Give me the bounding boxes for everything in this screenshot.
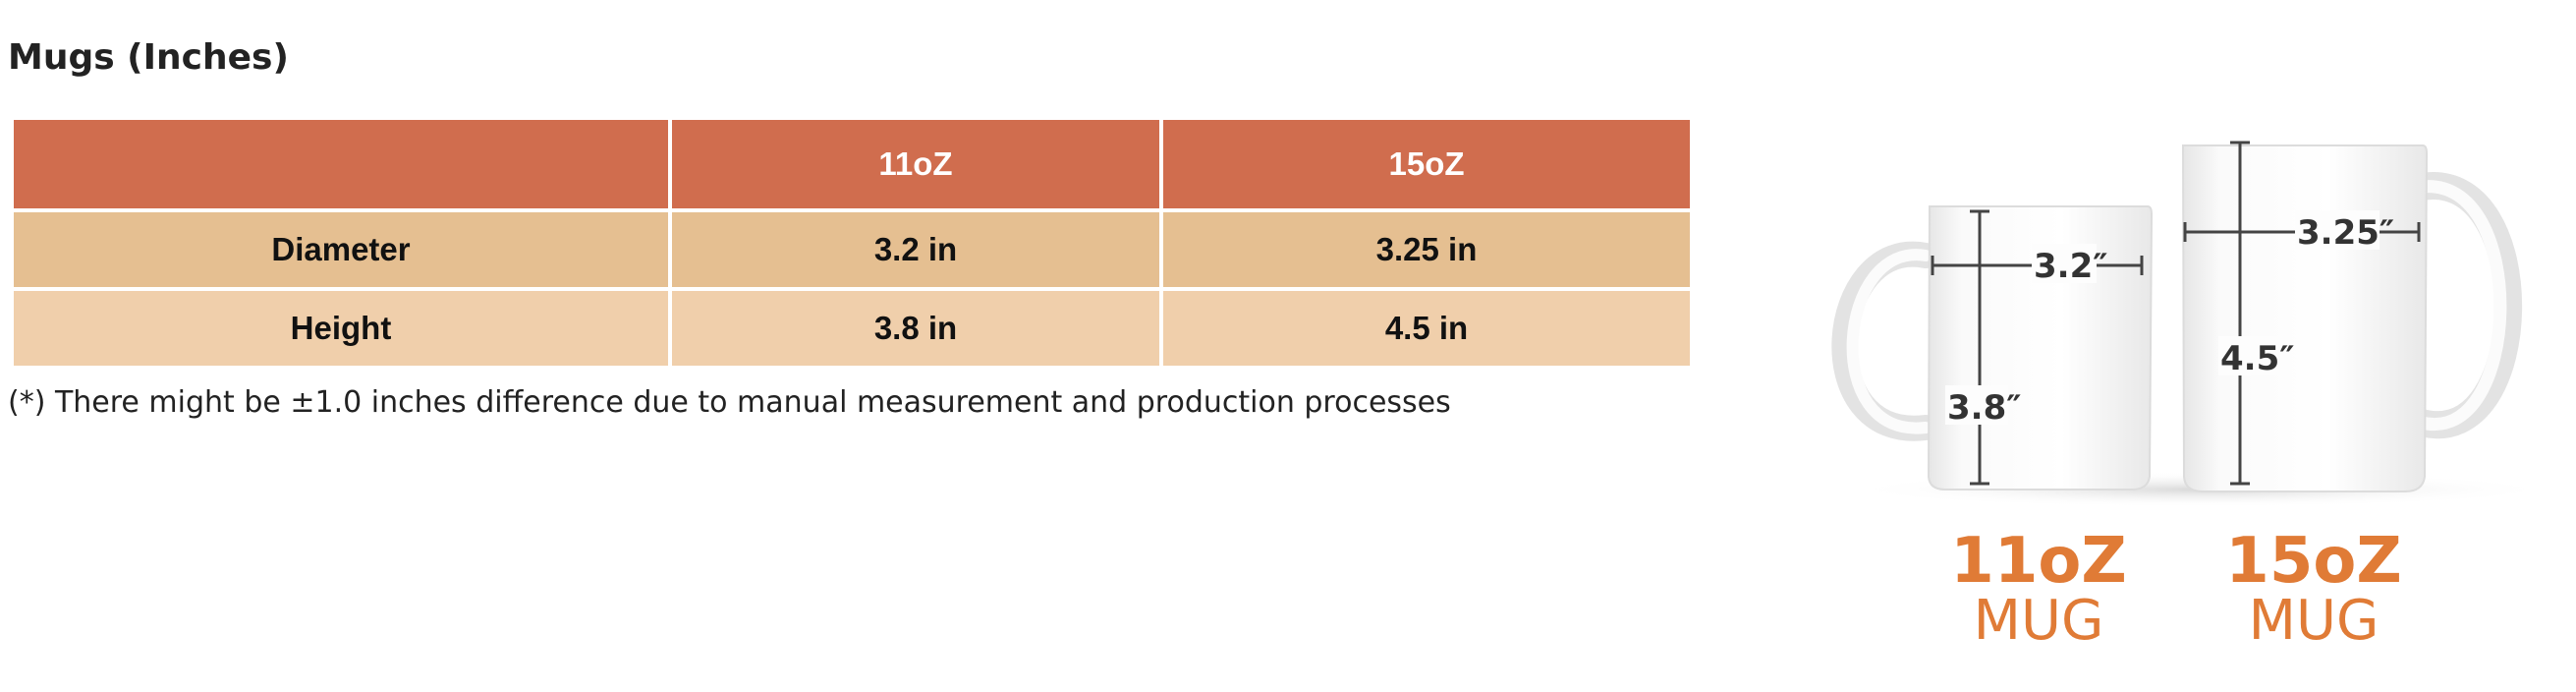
page-title: Mugs (Inches) (8, 37, 289, 78)
small-mug-size-label: 11oZ (1950, 525, 2126, 598)
row-label: Height (10, 287, 672, 370)
small-mug-diameter-label: 3.2″ (2034, 247, 2107, 286)
large-mug-word-label: MUG (2249, 589, 2380, 653)
table-cell: 4.5 in (1159, 287, 1694, 370)
table-header-cell (10, 116, 672, 212)
large-mug-size-label: 15oZ (2225, 525, 2401, 598)
small-mug-word-label: MUG (1974, 589, 2104, 653)
table-header-cell: 11oZ (668, 116, 1163, 212)
large-mug-diameter-label: 3.25″ (2297, 213, 2394, 253)
table-cell: 3.8 in (668, 287, 1163, 370)
large-mug: 3.25″ 4.5″ (2181, 141, 2523, 492)
size-table: 11oZ 15oZ Diameter 3.2 in 3.25 in Height… (10, 116, 1694, 370)
table-cell: 3.25 in (1159, 208, 1694, 291)
table-row: Height 3.8 in 4.5 in (10, 287, 1694, 370)
large-mug-body (2181, 144, 2429, 492)
row-label: Diameter (10, 208, 672, 291)
table-header-row: 11oZ 15oZ (10, 116, 1694, 212)
measurement-note: (*) There might be ±1.0 inches differenc… (8, 385, 1451, 420)
small-mug: 3.2″ 3.8″ (1831, 205, 2154, 490)
table-cell: 3.2 in (668, 208, 1163, 291)
table-header-cell: 15oZ (1159, 116, 1694, 212)
table-row: Diameter 3.2 in 3.25 in (10, 208, 1694, 291)
small-mug-height-label: 3.8″ (1947, 388, 2021, 428)
large-mug-height-label: 4.5″ (2220, 339, 2294, 378)
mug-size-illustration: 3.2″ 3.8″ 3.25″ 4.5″ 11oZ MUG 15oZ MUG (1831, 141, 2554, 653)
